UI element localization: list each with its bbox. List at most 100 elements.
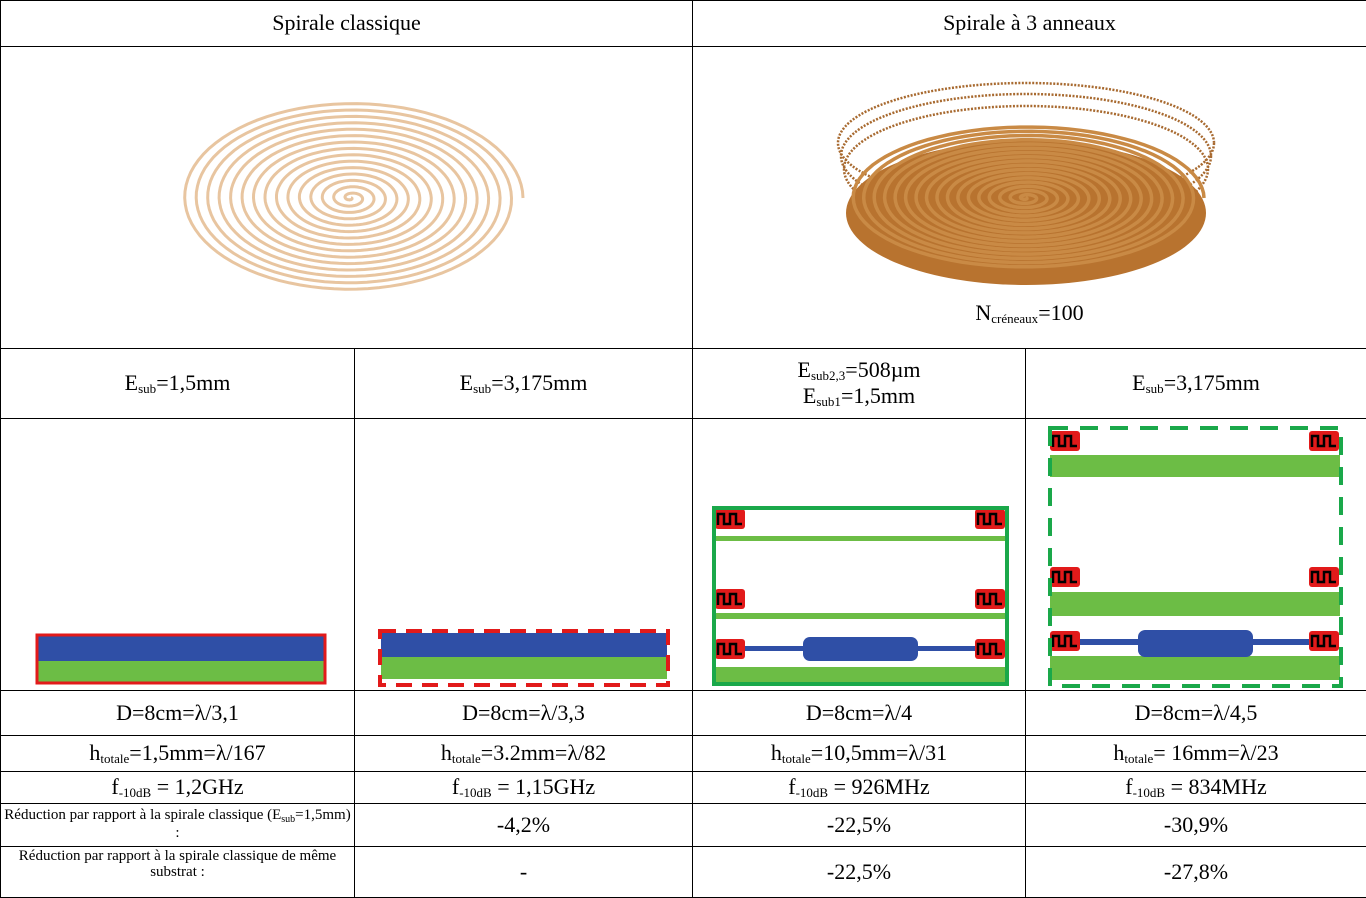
diameter-cell: D=8cm=λ/3,3 (355, 691, 693, 736)
subscript: -10dB (119, 785, 152, 800)
subscript: -10dB (1133, 785, 1166, 800)
height-cell: htotale=1,5mm=λ/167 (1, 736, 355, 772)
diagram-cell (1026, 419, 1366, 691)
reduction-value: - (355, 847, 693, 898)
subscript: créneaux (991, 311, 1038, 326)
text: f (1125, 774, 1132, 799)
text: = 1,15GHz (492, 774, 595, 799)
subscript: sub (138, 381, 156, 396)
table-row: Spirale classique Spirale à 3 anneaux (1, 1, 1366, 47)
header-cell: Spirale classique (1, 1, 693, 47)
text: D=8cm=λ/4 (806, 700, 912, 725)
text: =1,5mm (841, 383, 915, 408)
subscript: totale (1124, 751, 1153, 766)
text: =1,5mm (156, 370, 230, 395)
text: = 1,2GHz (151, 774, 243, 799)
text: Spirale à 3 anneaux (943, 10, 1116, 35)
diagram-cell (693, 419, 1026, 691)
subscript: totale (100, 751, 129, 766)
diameter-cell: D=8cm=λ/3,1 (1, 691, 355, 736)
height-cell: htotale= 16mm=λ/23 (1026, 736, 1366, 772)
text: =3,175mm (1164, 370, 1260, 395)
text: = 926MHz (828, 774, 930, 799)
text: = 834MHz (1165, 774, 1267, 799)
text: - (520, 859, 527, 884)
layer (1050, 592, 1340, 616)
text: h (441, 740, 452, 765)
substrate-cell: Esub=1,5mm (1, 349, 355, 419)
line: Esub=3,175mm (1026, 371, 1366, 396)
text: f (111, 774, 118, 799)
text: E (803, 383, 816, 408)
subscript: sub1 (816, 394, 841, 409)
text: -22,5% (827, 812, 891, 837)
text: = 16mm=λ/23 (1153, 740, 1278, 765)
image-caption: Ncréneaux=100 (693, 301, 1366, 326)
text: =508µm (845, 357, 920, 382)
line: Esub2,3=508µm (693, 358, 1025, 383)
text: h (1113, 740, 1124, 765)
table-row: D=8cm=λ/3,1 D=8cm=λ/3,3 D=8cm=λ/4 D=8cm=λ/4… (1, 691, 1366, 736)
table-row: Réduction par rapport à la spirale class… (1, 847, 1366, 898)
text: E (125, 370, 138, 395)
text: D=8cm=λ/4,5 (1135, 700, 1258, 725)
frequency-cell: f-10dB = 926MHz (693, 772, 1026, 804)
layer (715, 613, 1007, 619)
image-cell (1, 47, 693, 349)
text: -27,8% (1164, 859, 1228, 884)
patch (1138, 630, 1253, 657)
subscript: totale (782, 751, 811, 766)
stack-diagram (1, 419, 354, 690)
line: Esub=1,5mm (1, 371, 354, 396)
subscript: sub (281, 814, 295, 825)
text: Réduction par rapport à la spirale class… (19, 848, 336, 880)
diameter-cell: D=8cm=λ/4 (693, 691, 1026, 736)
diagram-cell (1, 419, 355, 691)
patch (803, 637, 918, 661)
stack-diagram (1026, 419, 1366, 690)
substrate-cell: Esub=3,175mm (1026, 349, 1366, 419)
reduction-value: -22,5% (693, 847, 1026, 898)
text: -30,9% (1164, 812, 1228, 837)
subscript: -10dB (459, 785, 492, 800)
subscript: totale (452, 751, 481, 766)
stack-diagram (355, 419, 692, 690)
text: D=8cm=λ/3,3 (462, 700, 585, 725)
reduction-value: -4,2% (355, 804, 693, 847)
text: =3.2mm=λ/82 (481, 740, 606, 765)
diameter-cell: D=8cm=λ/4,5 (1026, 691, 1366, 736)
frequency-cell: f-10dB = 1,2GHz (1, 772, 355, 804)
text: -4,2% (497, 812, 550, 837)
header-cell: Spirale à 3 anneaux (693, 1, 1366, 47)
height-cell: htotale=3.2mm=λ/82 (355, 736, 693, 772)
text: Spirale classique (272, 10, 420, 35)
layer (715, 667, 1007, 684)
text: E (1132, 370, 1145, 395)
spiral (185, 103, 523, 289)
text: =3,175mm (491, 370, 587, 395)
text: h (89, 740, 100, 765)
diagram-cell (355, 419, 693, 691)
substrate-cell: Esub=3,175mm (355, 349, 693, 419)
subscript: sub (1146, 381, 1164, 396)
layer (1050, 656, 1340, 680)
line: Esub1=1,5mm (693, 384, 1025, 409)
reduction-value: -27,8% (1026, 847, 1366, 898)
reduction-label: Réduction par rapport à la spirale class… (1, 804, 355, 847)
layer (37, 635, 325, 661)
height-cell: htotale=10,5mm=λ/31 (693, 736, 1026, 772)
text: =100 (1038, 300, 1083, 325)
layer (1050, 455, 1340, 477)
frequency-cell: f-10dB = 1,15GHz (355, 772, 693, 804)
subscript: sub2,3 (811, 368, 845, 383)
image-cell: Ncréneaux=100 (693, 47, 1366, 349)
text: h (771, 740, 782, 765)
text: E (798, 357, 811, 382)
stack-diagram (693, 419, 1025, 690)
layer (37, 661, 325, 683)
